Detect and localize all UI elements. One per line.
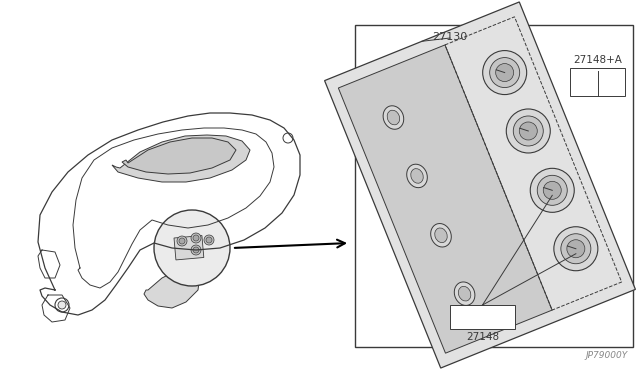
Polygon shape xyxy=(324,2,636,368)
Polygon shape xyxy=(122,138,236,174)
Circle shape xyxy=(561,234,591,264)
Polygon shape xyxy=(144,268,200,308)
Circle shape xyxy=(537,175,567,205)
Ellipse shape xyxy=(454,282,475,305)
Circle shape xyxy=(177,236,187,246)
Bar xyxy=(174,235,204,260)
Circle shape xyxy=(506,109,550,153)
Ellipse shape xyxy=(411,169,423,183)
Circle shape xyxy=(495,64,514,81)
Text: JP79000Y: JP79000Y xyxy=(586,351,628,360)
Circle shape xyxy=(58,301,66,309)
Bar xyxy=(355,25,633,347)
Ellipse shape xyxy=(435,228,447,243)
Circle shape xyxy=(193,235,199,241)
Circle shape xyxy=(490,58,520,87)
Circle shape xyxy=(283,133,293,143)
Circle shape xyxy=(519,122,537,140)
FancyArrowPatch shape xyxy=(235,240,345,248)
Bar xyxy=(570,68,625,96)
Circle shape xyxy=(554,227,598,271)
Polygon shape xyxy=(339,45,552,353)
Circle shape xyxy=(55,298,69,312)
Text: 27148+A: 27148+A xyxy=(573,55,622,65)
Circle shape xyxy=(483,51,527,94)
Text: 27148: 27148 xyxy=(466,332,499,342)
Circle shape xyxy=(204,235,214,245)
Circle shape xyxy=(179,238,185,244)
Ellipse shape xyxy=(383,106,404,129)
Circle shape xyxy=(567,240,585,258)
Circle shape xyxy=(543,181,561,199)
Ellipse shape xyxy=(458,286,471,301)
Circle shape xyxy=(154,210,230,286)
Circle shape xyxy=(531,168,574,212)
Ellipse shape xyxy=(431,224,451,247)
Bar xyxy=(450,305,515,329)
Ellipse shape xyxy=(406,164,428,187)
Polygon shape xyxy=(112,135,250,182)
Circle shape xyxy=(193,247,199,253)
Text: 27130: 27130 xyxy=(433,32,468,42)
Circle shape xyxy=(513,116,543,146)
Circle shape xyxy=(191,233,201,243)
Ellipse shape xyxy=(387,110,399,125)
Circle shape xyxy=(191,245,201,255)
Circle shape xyxy=(206,237,212,243)
